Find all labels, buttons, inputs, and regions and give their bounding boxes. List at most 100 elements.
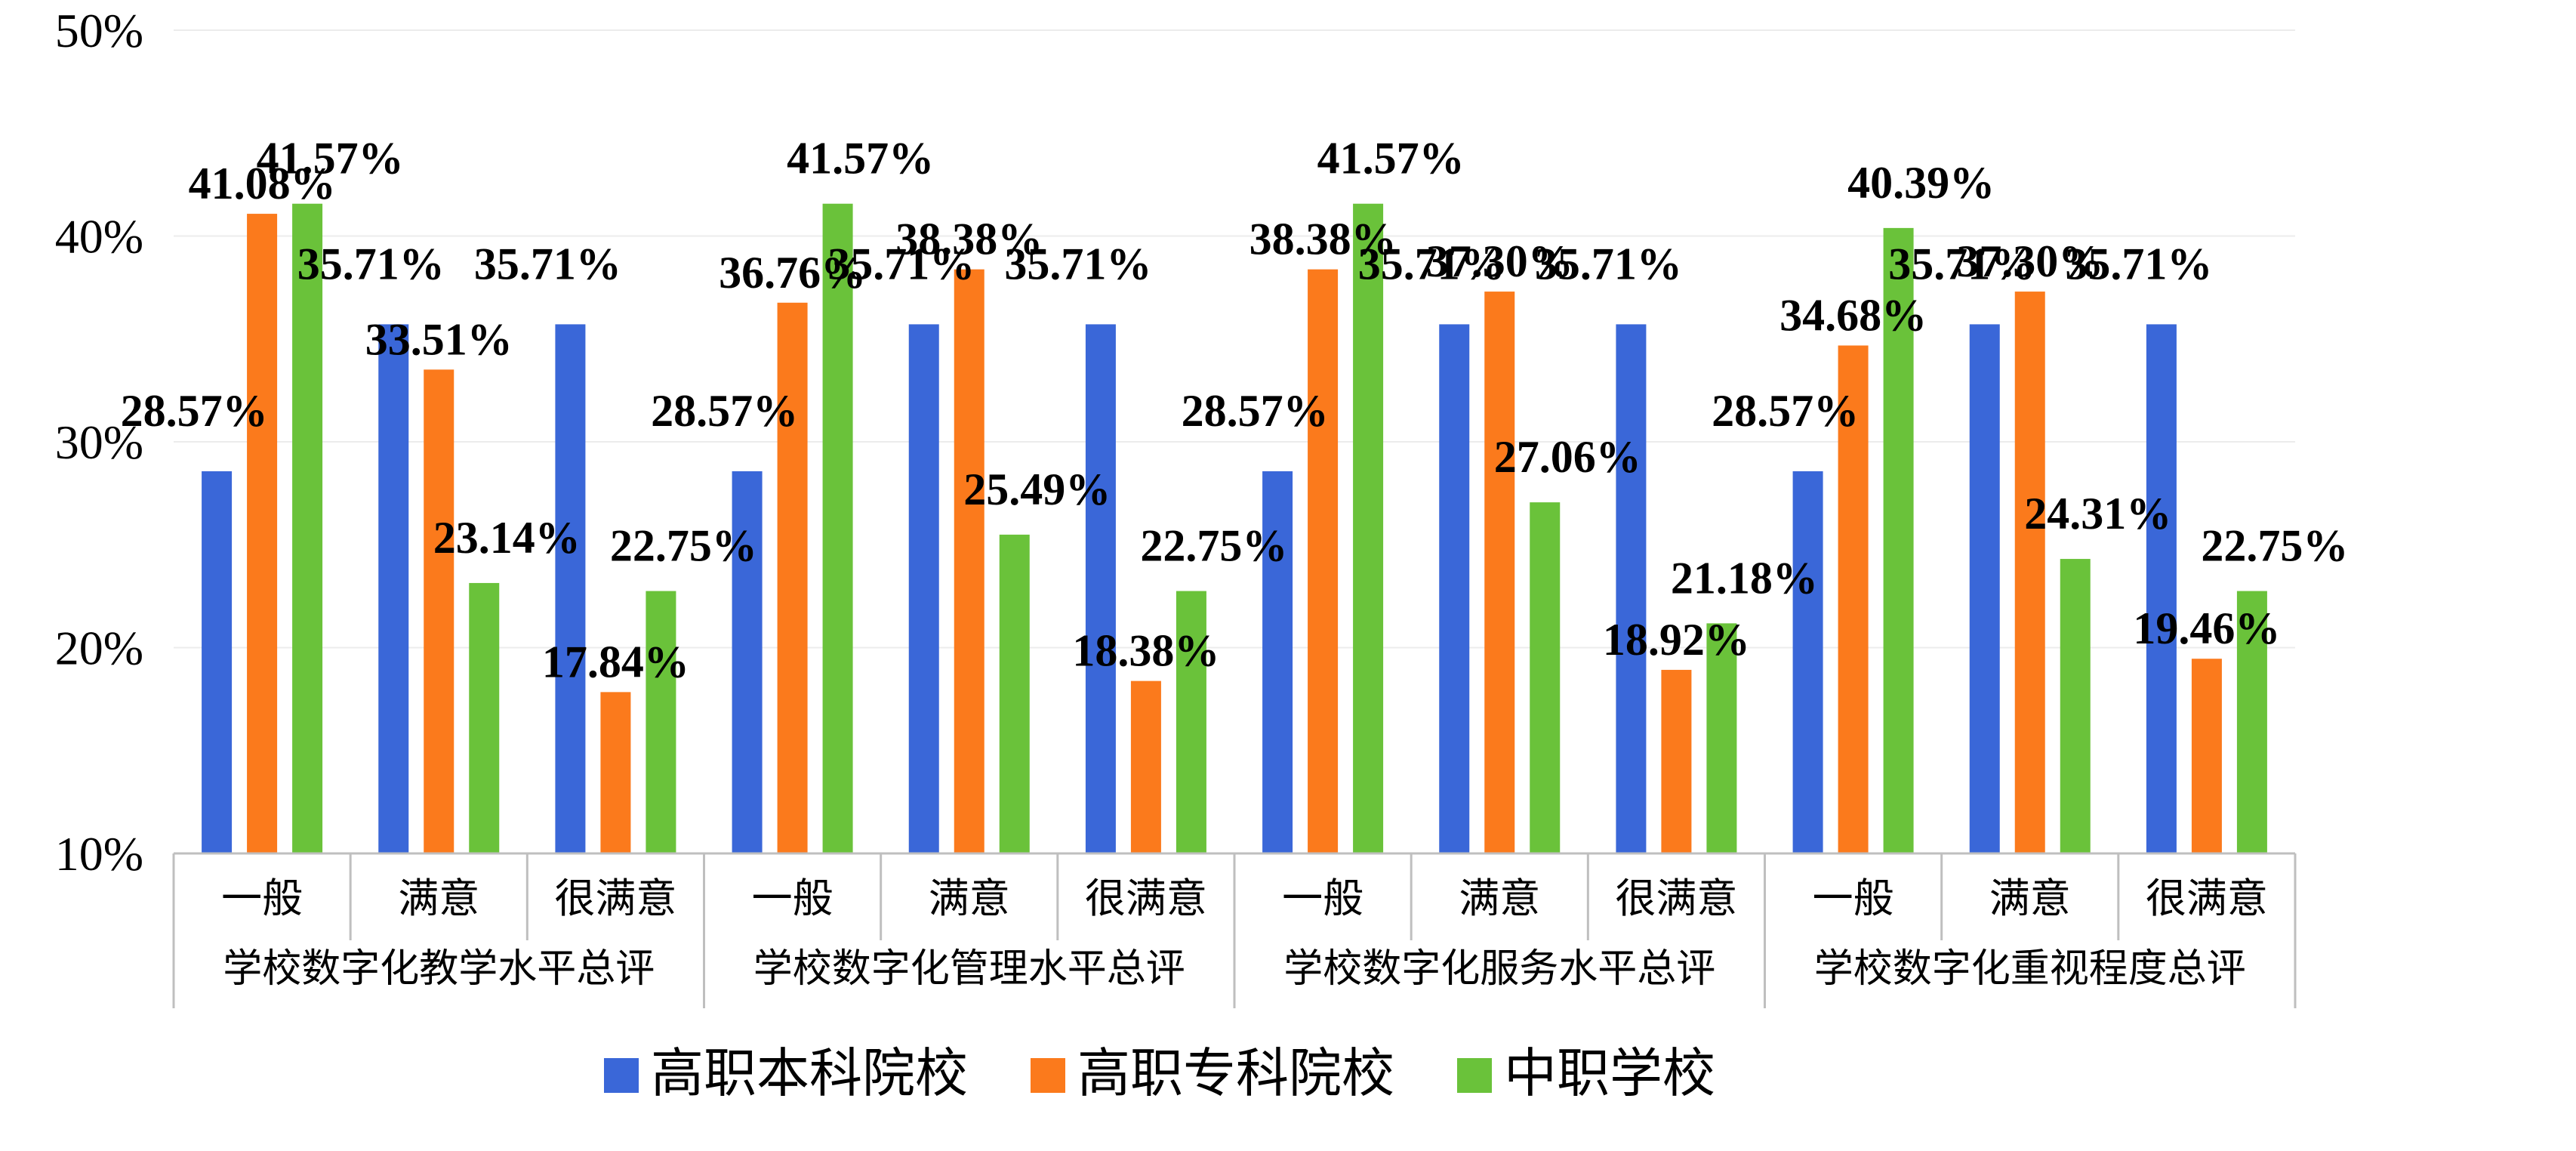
x-category-label: 很满意	[554, 875, 676, 922]
bar	[2014, 292, 2045, 853]
data-label: 22.75%	[610, 521, 757, 571]
data-label: 22.75%	[1140, 521, 1287, 571]
data-label: 41.08%	[189, 159, 336, 208]
bar	[2146, 324, 2177, 854]
x-category-label: 一般	[1282, 875, 1363, 922]
data-label: 41.57%	[787, 134, 934, 184]
data-label: 28.57%	[1712, 386, 1859, 436]
legend-swatch	[604, 1058, 639, 1093]
data-label: 28.57%	[1182, 386, 1329, 436]
data-label: 18.92%	[1603, 615, 1750, 665]
bar	[908, 324, 939, 854]
data-label: 38.38%	[1249, 214, 1397, 264]
bar	[424, 369, 454, 853]
y-tick-label: 40%	[55, 210, 143, 264]
bar	[1484, 292, 1515, 853]
x-category-label: 满意	[398, 875, 479, 922]
data-label: 35.71%	[474, 239, 621, 289]
bar	[822, 203, 853, 853]
data-label: 24.31%	[2024, 489, 2171, 538]
data-label: 35.71%	[1004, 239, 1151, 289]
x-category-label: 一般	[221, 875, 303, 922]
bar	[1706, 623, 1737, 853]
bar	[1130, 680, 1161, 853]
bar	[1792, 471, 1823, 853]
data-label: 34.68%	[1779, 290, 1927, 340]
data-label: 23.14%	[433, 513, 581, 563]
bar	[2060, 559, 2091, 853]
data-label: 36.76%	[719, 248, 866, 298]
bar	[469, 582, 500, 853]
bar	[247, 214, 278, 853]
bar	[555, 324, 586, 854]
bar	[1969, 324, 2000, 854]
data-label: 41.57%	[257, 134, 404, 184]
data-label: 35.71%	[827, 239, 975, 289]
bar	[1838, 345, 1869, 854]
x-category-label: 一般	[752, 875, 834, 922]
x-category-label: 满意	[929, 875, 1010, 922]
data-label: 21.18%	[1671, 553, 1818, 603]
data-label: 33.51%	[365, 314, 513, 364]
data-label: 37.30%	[1956, 236, 2103, 286]
y-tick-label: 10%	[55, 827, 143, 881]
data-label: 19.46%	[2133, 603, 2280, 653]
data-label: 35.71%	[1535, 239, 1682, 289]
data-label: 25.49%	[963, 464, 1111, 514]
data-label: 35.71%	[297, 239, 445, 289]
bar	[1085, 324, 1116, 854]
data-labels: 28.57%41.08%41.57%35.71%33.51%23.14%35.7…	[121, 134, 2349, 687]
y-axis-tick-labels: 10% 20% 30% 40% 50%	[55, 4, 143, 881]
x-group-label: 学校数字化服务水平总评	[1283, 946, 1715, 992]
data-label: 28.57%	[121, 386, 268, 436]
y-tick-label: 50%	[55, 4, 143, 57]
bar	[2236, 591, 2267, 853]
data-label: 37.30%	[1426, 236, 1573, 286]
x-category-label: 很满意	[1615, 875, 1737, 922]
bar	[1883, 227, 1914, 853]
bar	[732, 471, 763, 853]
bar	[1661, 669, 1692, 853]
bar	[2191, 659, 2222, 853]
x-category-label: 很满意	[2146, 875, 2268, 922]
legend-swatch	[1457, 1058, 1492, 1093]
bar	[292, 203, 323, 853]
bar	[1176, 591, 1206, 853]
x-category-label: 满意	[1989, 875, 2071, 922]
x-category-label: 很满意	[1085, 875, 1207, 922]
x-category-label: 一般	[1813, 875, 1894, 922]
data-label: 27.06%	[1494, 432, 1641, 482]
bar	[999, 534, 1030, 853]
legend-label: 高职专科院校	[1077, 1042, 1394, 1104]
x-category-label: 满意	[1459, 875, 1540, 922]
legend: 高职本科院校 高职专科院校 中职学校	[604, 1042, 1715, 1104]
data-label: 41.57%	[1317, 134, 1465, 184]
data-label: 35.71%	[2065, 239, 2212, 289]
data-label: 22.75%	[2201, 521, 2348, 571]
x-group-label: 学校数字化管理水平总评	[753, 946, 1185, 992]
legend-swatch	[1031, 1058, 1065, 1093]
y-tick-label: 30%	[55, 415, 143, 469]
data-label: 40.39%	[1847, 158, 1995, 208]
bar	[600, 692, 631, 853]
bar	[1530, 502, 1561, 853]
bar	[202, 471, 233, 853]
bar	[954, 269, 984, 853]
y-tick-label: 20%	[55, 622, 143, 675]
bar	[1353, 203, 1384, 853]
bar	[378, 324, 409, 854]
x-group-label: 学校数字化重视程度总评	[1814, 946, 2246, 992]
bars	[202, 203, 2267, 854]
data-label: 35.71%	[1358, 239, 1505, 289]
data-label: 35.71%	[1888, 239, 2035, 289]
bar	[1262, 471, 1293, 853]
bar	[1308, 269, 1339, 853]
legend-label: 中职学校	[1504, 1042, 1715, 1104]
x-group-label: 学校数字化教学水平总评	[223, 946, 655, 992]
bar	[646, 591, 676, 853]
data-label: 17.84%	[542, 637, 689, 687]
bar	[777, 302, 808, 853]
data-label: 38.38%	[895, 214, 1043, 264]
